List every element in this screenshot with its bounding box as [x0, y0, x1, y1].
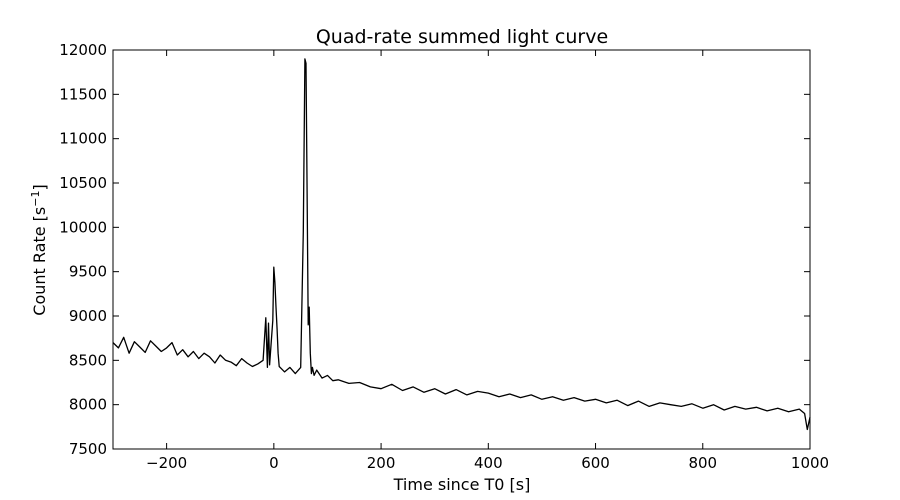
y-tick-label: 8500	[69, 351, 107, 369]
x-tick-label: 600	[581, 454, 610, 472]
y-axis-label-end: ]	[30, 184, 49, 190]
y-axis-label-main: Count Rate [s	[30, 207, 49, 316]
x-axis-ticks: −200 0 200 400 600 800 1000	[146, 50, 829, 472]
x-tick-label: 200	[367, 454, 396, 472]
y-tick-label: 11000	[59, 130, 107, 148]
y-tick-label: 7500	[69, 440, 107, 458]
y-axis-ticks: 7500 8000 8500 9000 9500 10000 10500 11000 11500…	[59, 41, 810, 458]
chart-title: Quad-rate summed light curve	[316, 26, 608, 48]
x-tick-label: 1000	[791, 454, 829, 472]
y-tick-label: 9000	[69, 307, 107, 325]
y-tick-label: 10500	[59, 174, 107, 192]
y-tick-label: 12000	[59, 41, 107, 59]
light-curve-line	[112, 58, 811, 431]
y-axis-label: Count Rate [s−1]	[29, 184, 49, 315]
plot-area-frame	[112, 49, 811, 450]
x-tick-label: 0	[269, 454, 279, 472]
x-tick-label: 400	[474, 454, 503, 472]
x-tick-label: 800	[688, 454, 717, 472]
y-tick-label: 11500	[59, 85, 107, 103]
y-tick-label: 8000	[69, 396, 107, 414]
x-tick-label: −200	[146, 454, 187, 472]
y-tick-label: 10000	[59, 218, 107, 236]
x-axis-label: Time since T0 [s]	[393, 475, 531, 494]
y-tick-label: 9500	[69, 263, 107, 281]
y-axis-label-exponent: −1	[29, 191, 42, 207]
